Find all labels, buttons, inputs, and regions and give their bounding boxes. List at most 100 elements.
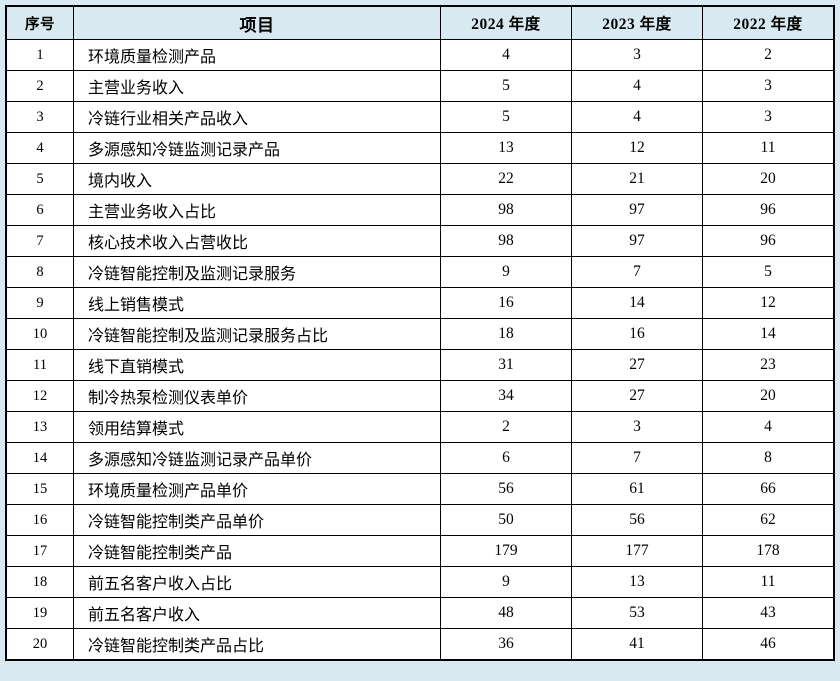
table-row: 6 主营业务收入占比 98 97 96 xyxy=(5,194,835,226)
cell-item: 领用结算模式 xyxy=(73,411,441,443)
cell-2022: 14 xyxy=(702,318,835,350)
cell-2022: 2 xyxy=(702,39,835,71)
table-row: 8 冷链智能控制及监测记录服务 9 7 5 xyxy=(5,256,835,288)
table-row: 11 线下直销模式 31 27 23 xyxy=(5,349,835,381)
cell-2023: 27 xyxy=(571,349,703,381)
cell-2023: 177 xyxy=(571,535,703,567)
cell-index: 6 xyxy=(5,194,74,226)
cell-2024: 5 xyxy=(440,70,572,102)
cell-2022: 3 xyxy=(702,101,835,133)
cell-item: 多源感知冷链监测记录产品单价 xyxy=(73,442,441,474)
cell-index: 8 xyxy=(5,256,74,288)
cell-index: 9 xyxy=(5,287,74,319)
cell-2024: 50 xyxy=(440,504,572,536)
cell-2024: 4 xyxy=(440,39,572,71)
cell-2023: 21 xyxy=(571,163,703,195)
cell-item: 冷链智能控制及监测记录服务 xyxy=(73,256,441,288)
cell-index: 15 xyxy=(5,473,74,505)
cell-2024: 5 xyxy=(440,101,572,133)
table-row: 7 核心技术收入占营收比 98 97 96 xyxy=(5,225,835,257)
column-header-index: 序号 xyxy=(5,5,74,40)
cell-index: 1 xyxy=(5,39,74,71)
cell-index: 17 xyxy=(5,535,74,567)
cell-2023: 16 xyxy=(571,318,703,350)
table-row: 2 主营业务收入 5 4 3 xyxy=(5,70,835,102)
cell-2024: 98 xyxy=(440,225,572,257)
cell-index: 5 xyxy=(5,163,74,195)
cell-2024: 6 xyxy=(440,442,572,474)
cell-2022: 46 xyxy=(702,628,835,661)
column-header-2023: 2023 年度 xyxy=(571,5,703,40)
table-row: 20 冷链智能控制类产品占比 36 41 46 xyxy=(5,628,835,661)
cell-2023: 61 xyxy=(571,473,703,505)
cell-2024: 13 xyxy=(440,132,572,164)
cell-item: 冷链智能控制及监测记录服务占比 xyxy=(73,318,441,350)
cell-2023: 4 xyxy=(571,101,703,133)
cell-2024: 22 xyxy=(440,163,572,195)
cell-2024: 9 xyxy=(440,256,572,288)
table-row: 10 冷链智能控制及监测记录服务占比 18 16 14 xyxy=(5,318,835,350)
cell-item: 境内收入 xyxy=(73,163,441,195)
table-header: 序号 项目 2024 年度 2023 年度 2022 年度 xyxy=(5,5,835,40)
cell-2022: 66 xyxy=(702,473,835,505)
cell-item: 冷链智能控制类产品占比 xyxy=(73,628,441,661)
cell-2023: 56 xyxy=(571,504,703,536)
cell-2024: 98 xyxy=(440,194,572,226)
cell-item: 冷链智能控制类产品 xyxy=(73,535,441,567)
cell-2023: 3 xyxy=(571,411,703,443)
cell-2022: 5 xyxy=(702,256,835,288)
cell-2023: 53 xyxy=(571,597,703,629)
table-row: 3 冷链行业相关产品收入 5 4 3 xyxy=(5,101,835,133)
cell-index: 11 xyxy=(5,349,74,381)
cell-2024: 9 xyxy=(440,566,572,598)
table-row: 18 前五名客户收入占比 9 13 11 xyxy=(5,566,835,598)
data-table: 序号 项目 2024 年度 2023 年度 2022 年度 1 环境质量检测产品 4… xyxy=(5,5,835,661)
cell-index: 3 xyxy=(5,101,74,133)
cell-2023: 4 xyxy=(571,70,703,102)
table-row: 19 前五名客户收入 48 53 43 xyxy=(5,597,835,629)
cell-2022: 11 xyxy=(702,132,835,164)
cell-2022: 96 xyxy=(702,225,835,257)
cell-2024: 18 xyxy=(440,318,572,350)
cell-2024: 31 xyxy=(440,349,572,381)
cell-2022: 4 xyxy=(702,411,835,443)
cell-index: 4 xyxy=(5,132,74,164)
cell-index: 14 xyxy=(5,442,74,474)
table-row: 4 多源感知冷链监测记录产品 13 12 11 xyxy=(5,132,835,164)
cell-index: 19 xyxy=(5,597,74,629)
cell-index: 12 xyxy=(5,380,74,412)
column-header-2024: 2024 年度 xyxy=(440,5,572,40)
cell-item: 环境质量检测产品单价 xyxy=(73,473,441,505)
cell-2023: 41 xyxy=(571,628,703,661)
cell-index: 20 xyxy=(5,628,74,661)
cell-2022: 3 xyxy=(702,70,835,102)
cell-item: 线上销售模式 xyxy=(73,287,441,319)
cell-2024: 2 xyxy=(440,411,572,443)
table-row: 14 多源感知冷链监测记录产品单价 6 7 8 xyxy=(5,442,835,474)
cell-2022: 20 xyxy=(702,163,835,195)
table-row: 16 冷链智能控制类产品单价 50 56 62 xyxy=(5,504,835,536)
cell-2024: 179 xyxy=(440,535,572,567)
cell-2024: 34 xyxy=(440,380,572,412)
cell-2022: 12 xyxy=(702,287,835,319)
cell-index: 2 xyxy=(5,70,74,102)
cell-index: 13 xyxy=(5,411,74,443)
table-row: 9 线上销售模式 16 14 12 xyxy=(5,287,835,319)
cell-item: 线下直销模式 xyxy=(73,349,441,381)
cell-item: 冷链智能控制类产品单价 xyxy=(73,504,441,536)
cell-2023: 97 xyxy=(571,194,703,226)
cell-2024: 36 xyxy=(440,628,572,661)
cell-2024: 16 xyxy=(440,287,572,319)
cell-2023: 3 xyxy=(571,39,703,71)
cell-item: 环境质量检测产品 xyxy=(73,39,441,71)
cell-2022: 23 xyxy=(702,349,835,381)
cell-item: 主营业务收入 xyxy=(73,70,441,102)
cell-item: 多源感知冷链监测记录产品 xyxy=(73,132,441,164)
cell-2022: 8 xyxy=(702,442,835,474)
cell-2022: 62 xyxy=(702,504,835,536)
cell-index: 18 xyxy=(5,566,74,598)
column-header-item: 项目 xyxy=(73,5,441,40)
cell-2023: 13 xyxy=(571,566,703,598)
cell-2024: 48 xyxy=(440,597,572,629)
